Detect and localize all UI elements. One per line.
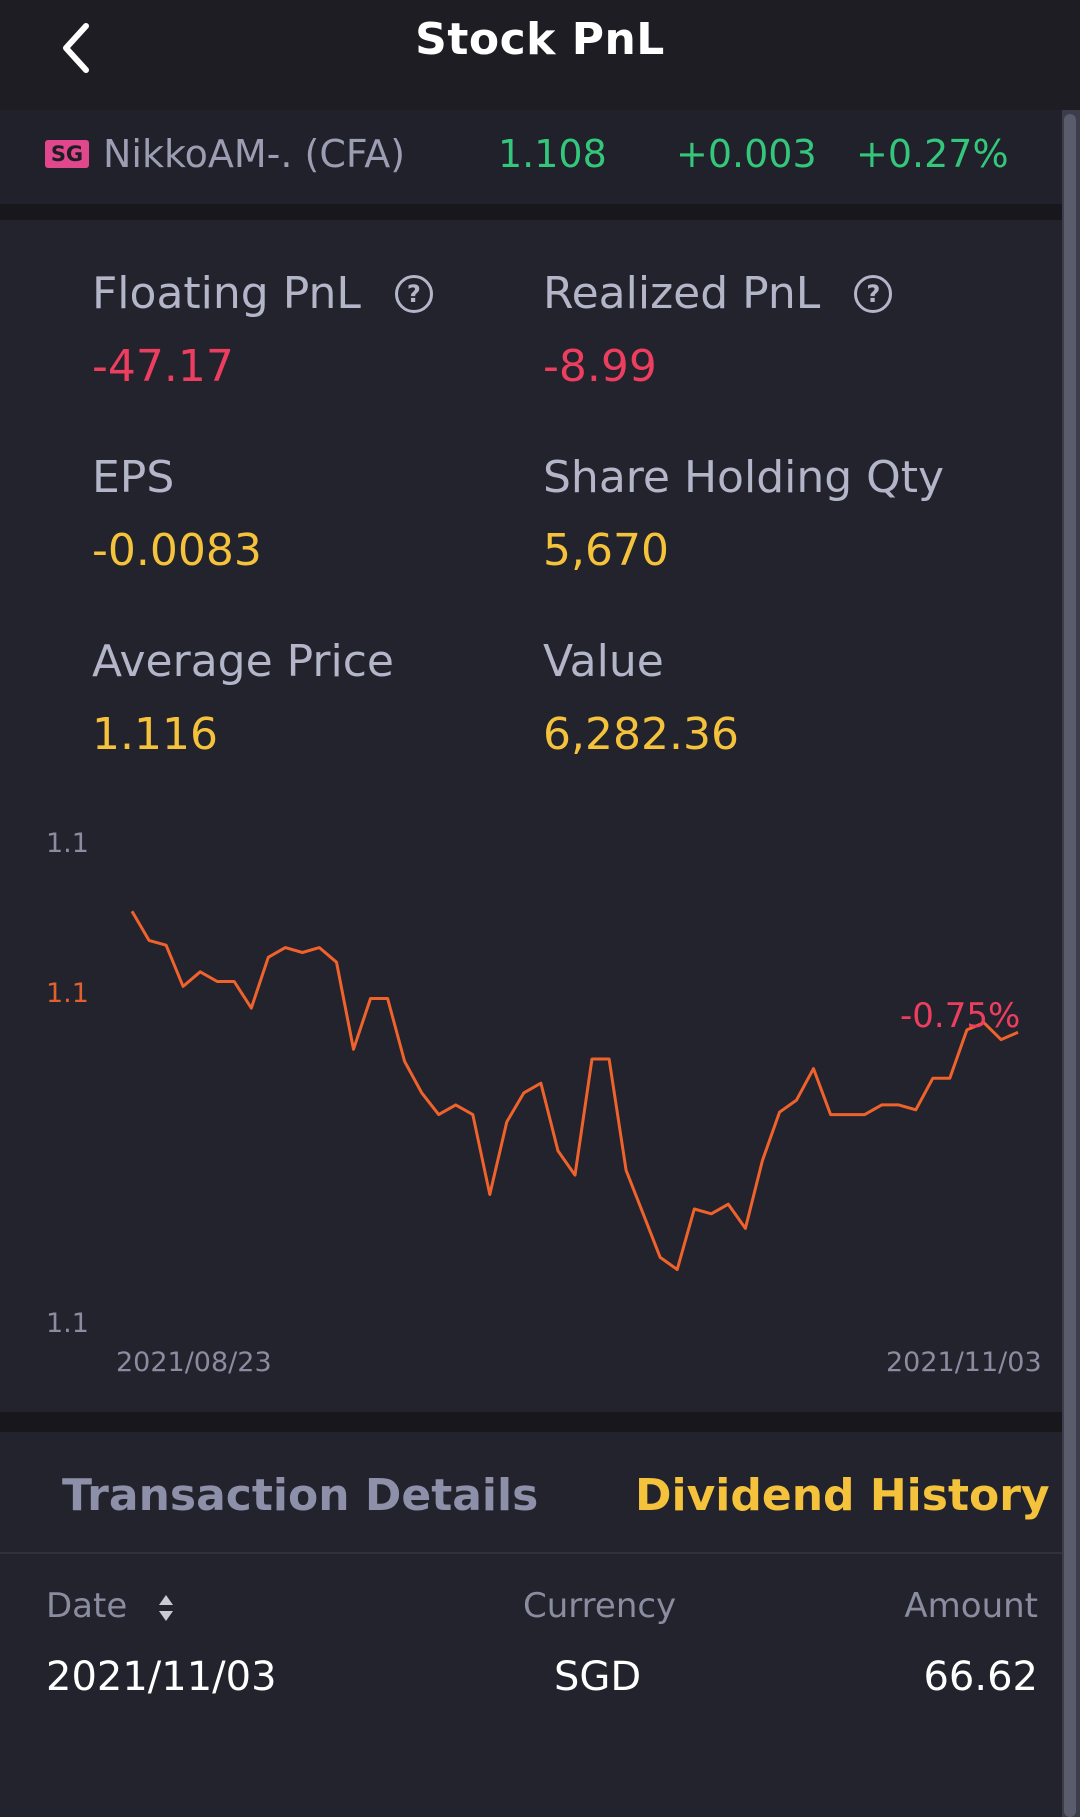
share-holding-qty: Share Holding Qty 5,670	[543, 452, 944, 576]
floating-pnl: Floating PnL ? -47.17	[92, 268, 433, 392]
sort-icon[interactable]	[156, 1592, 176, 1624]
market-badge: SG	[45, 140, 89, 168]
y-tick-label: 1.1	[46, 978, 89, 1009]
x-tick-label: 2021/08/23	[116, 1347, 272, 1378]
price-series-line	[130, 910, 1019, 1271]
stock-name: NikkoAM-. (CFA)	[103, 132, 406, 176]
dividend-table: Date Currency Amount 2021/11/03 SGD 66.6…	[0, 1554, 1062, 1817]
column-header-currency: Currency	[523, 1586, 677, 1626]
row-amount: 66.62	[923, 1654, 1038, 1700]
scrollbar-thumb[interactable]	[1064, 114, 1076, 1817]
tab-transaction-details[interactable]: Transaction Details	[62, 1470, 539, 1521]
share-qty-value: 5,670	[543, 525, 669, 576]
eps-value: -0.0083	[92, 525, 262, 576]
realized-pnl-value: -8.99	[543, 341, 657, 392]
pnl-card: Floating PnL ? -47.17 Realized PnL ? -8.…	[0, 220, 1062, 1412]
average-price: Average Price 1.116	[92, 636, 394, 760]
x-tick-label: 2021/11/03	[886, 1347, 1042, 1378]
help-icon[interactable]: ?	[854, 274, 893, 313]
row-currency: SGD	[554, 1654, 642, 1700]
eps: EPS -0.0083	[92, 452, 262, 576]
date-header-label: Date	[46, 1586, 128, 1626]
chart-change-label: -0.75%	[900, 996, 1021, 1036]
column-header-date[interactable]: Date	[46, 1586, 176, 1626]
floating-pnl-value: -47.17	[92, 341, 234, 392]
stock-ticker-row[interactable]: SG NikkoAM-. (CFA) 1.108 +0.003 +0.27%	[0, 110, 1062, 204]
stock-change-percent: +0.27%	[856, 132, 1009, 176]
help-icon[interactable]: ?	[394, 274, 433, 313]
stock-change: +0.003	[676, 132, 817, 176]
section-divider	[0, 1412, 1062, 1432]
section-divider	[0, 204, 1062, 220]
y-tick-label: 1.1	[46, 1308, 89, 1339]
back-button[interactable]	[44, 12, 108, 84]
tab-dividend-history[interactable]: Dividend History	[635, 1470, 1050, 1521]
tab-divider	[0, 1552, 1062, 1554]
avg-price-value: 1.116	[92, 709, 218, 760]
stock-price: 1.108	[498, 132, 607, 176]
value-label: Value	[543, 636, 664, 687]
floating-pnl-label: Floating PnL	[92, 268, 361, 319]
share-qty-label: Share Holding Qty	[543, 452, 945, 503]
realized-pnl-label: Realized PnL	[543, 268, 821, 319]
app-header: Stock PnL	[0, 0, 1080, 100]
chevron-left-icon	[63, 23, 89, 73]
tab-bar: Transaction Details Dividend History	[0, 1432, 1062, 1552]
page-title: Stock PnL	[415, 14, 665, 65]
y-tick-label: 1.1	[46, 828, 89, 859]
avg-price-label: Average Price	[92, 636, 395, 687]
realized-pnl: Realized PnL ? -8.99	[543, 268, 893, 392]
position-value: Value 6,282.36	[543, 636, 739, 760]
column-header-amount: Amount	[904, 1586, 1038, 1626]
row-date: 2021/11/03	[46, 1654, 277, 1700]
value-amount: 6,282.36	[543, 709, 739, 760]
eps-label: EPS	[92, 452, 175, 503]
